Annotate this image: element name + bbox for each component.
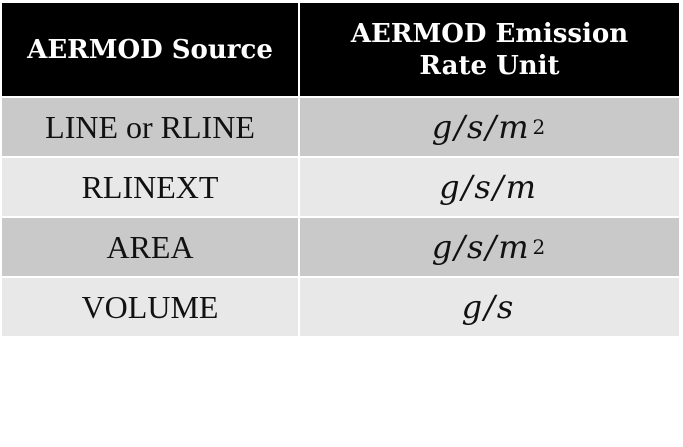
source-name: VOLUME: [81, 288, 219, 325]
header-source-label: AERMOD Source: [27, 34, 273, 65]
unit-base: g/s: [461, 288, 516, 326]
table-row-source: AREA: [2, 218, 298, 276]
unit-base: g/s/m: [431, 228, 531, 266]
source-name: RLINEXT: [81, 168, 219, 205]
table-row-source: VOLUME: [2, 278, 298, 336]
table-row-source: RLINEXT: [2, 158, 298, 216]
source-name: LINE or RLINE: [45, 108, 255, 145]
source-name: AREA: [106, 228, 194, 265]
header-unit-label: AERMOD Emission Rate Unit: [350, 18, 629, 81]
emission-rate-table: AERMOD Source AERMOD Emission Rate Unit …: [2, 3, 679, 336]
unit-base: g/s/m: [431, 108, 531, 146]
table-row-unit: g/s/m 2: [300, 218, 679, 276]
table-row-unit: g/s/m 2: [300, 98, 679, 156]
unit-exponent: 2: [532, 115, 548, 139]
table-row-unit: g/s/m: [300, 158, 679, 216]
header-unit: AERMOD Emission Rate Unit: [300, 3, 679, 96]
table-row-unit: g/s: [300, 278, 679, 336]
table-row-source: LINE or RLINE: [2, 98, 298, 156]
header-source: AERMOD Source: [2, 3, 298, 96]
unit-base: g/s/m: [439, 168, 538, 206]
unit-exponent: 2: [532, 235, 548, 259]
